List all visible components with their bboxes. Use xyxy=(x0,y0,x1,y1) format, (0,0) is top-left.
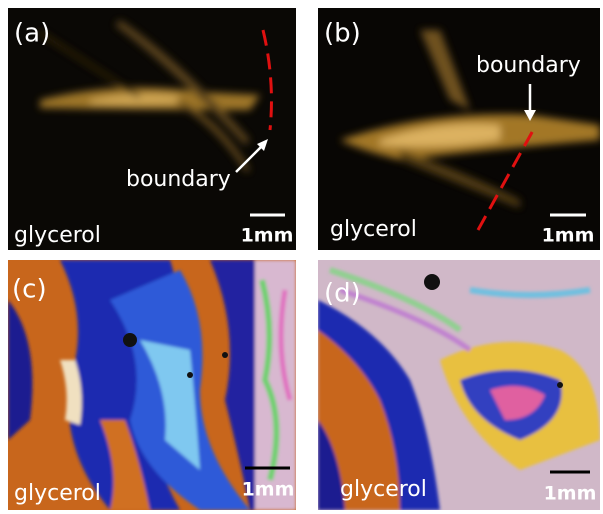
panel-label: (a) xyxy=(14,19,50,49)
panel-label: (d) xyxy=(324,279,361,309)
medium-label: glycerol xyxy=(340,477,427,502)
scale-label: 1mm xyxy=(242,479,295,501)
medium-label: glycerol xyxy=(14,481,101,506)
boundary-label: boundary xyxy=(476,53,581,78)
medium-label: glycerol xyxy=(14,223,101,248)
panel-c xyxy=(8,260,296,510)
scale-label: 1mm xyxy=(542,225,595,247)
panel-a xyxy=(8,8,296,250)
medium-label: glycerol xyxy=(330,217,417,242)
panel-label: (c) xyxy=(12,275,47,305)
boundary-label: boundary xyxy=(126,167,231,192)
scale-label: 1mm xyxy=(241,225,294,247)
scale-label: 1mm xyxy=(544,483,597,505)
panel-label: (b) xyxy=(324,19,361,49)
figure: (a) boundary glycerol 1mm (b) boundary g… xyxy=(0,0,603,514)
page: {"panels": [ {"label": "(a)", "boundary"… xyxy=(0,0,603,514)
